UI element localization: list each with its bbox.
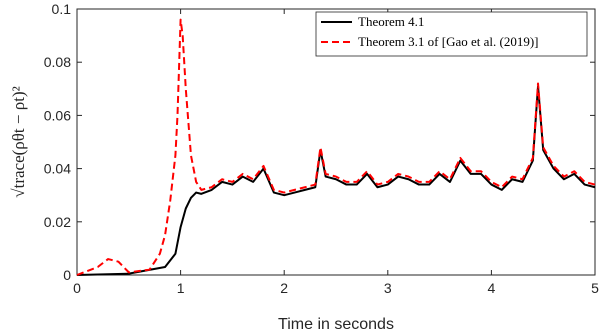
x-tick-label: 0 (73, 280, 81, 296)
x-tick-label: 4 (488, 280, 496, 296)
legend-label-theorem-4-1: Theorem 4.1 (358, 14, 424, 29)
y-axis: 0 0.02 0.04 0.06 0.08 0.1 (44, 1, 595, 283)
x-tick-label: 2 (280, 280, 288, 296)
series-line-1 (76, 18, 596, 276)
y-tick-label: 0.1 (52, 1, 72, 17)
series-line-0 (76, 85, 596, 276)
series-layer (76, 18, 596, 276)
legend-box (315, 11, 588, 57)
x-tick-label: 5 (591, 280, 599, 296)
x-tick-label: 1 (177, 280, 185, 296)
x-tick-label: 3 (384, 280, 392, 296)
y-tick-label: 0.06 (44, 107, 71, 123)
legend: Theorem 4.1 Theorem 3.1 of [Gao et al. (… (315, 11, 588, 57)
x-axis: 0 1 2 3 4 5 (73, 9, 599, 296)
legend-label-theorem-3-1: Theorem 3.1 of [Gao et al. (2019)] (358, 34, 539, 49)
y-tick-label: 0 (63, 267, 71, 283)
x-axis-title: Time in seconds (278, 316, 394, 333)
y-tick-label: 0.02 (44, 214, 71, 230)
y-axis-title: √trace(ρθt − ρt)² (9, 86, 28, 197)
y-tick-label: 0.08 (44, 54, 71, 70)
y-tick-label: 0.04 (44, 161, 71, 177)
